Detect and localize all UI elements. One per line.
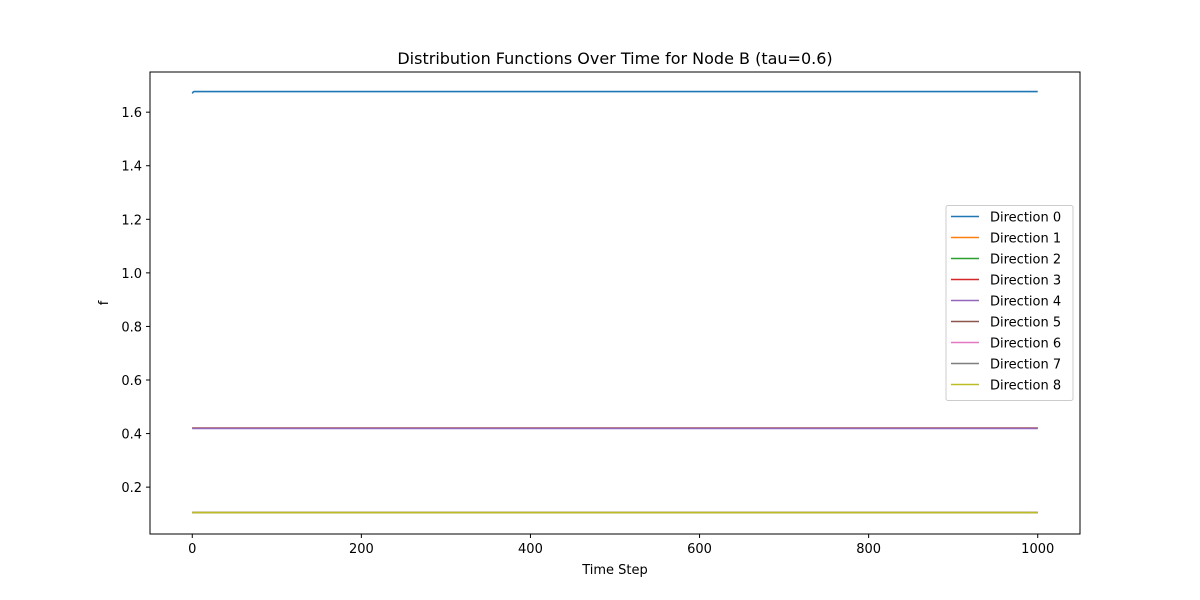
y-tick-label: 0.4: [121, 428, 142, 443]
x-tick-label: 800: [856, 542, 881, 557]
y-tick-label: 0.6: [121, 374, 142, 389]
y-tick-label: 1.0: [121, 267, 142, 282]
series-layer: [191, 90, 1038, 514]
legend-label: Direction 3: [990, 274, 1061, 289]
legend-label: Direction 2: [990, 253, 1061, 268]
legend-label: Direction 6: [990, 337, 1061, 352]
y-tick-label: 1.6: [121, 106, 142, 121]
legend: Direction 0 Direction 1 Direction 2 Directi…: [945, 205, 1074, 401]
y-tick-label: 0.8: [121, 320, 142, 335]
legend-label: Direction 8: [990, 379, 1061, 394]
y-tick-label: 0.2: [121, 481, 142, 496]
legend-label: Direction 0: [990, 211, 1061, 226]
x-tick-label: 1000: [1021, 542, 1054, 557]
legend-label: Direction 5: [990, 316, 1061, 331]
x-axis-label: Time Step: [581, 563, 648, 578]
x-tick-label: 400: [518, 542, 543, 557]
y-tick-label: 1.4: [121, 160, 142, 175]
series-line-direction-0: [191, 90, 1038, 94]
legend-label: Direction 1: [990, 232, 1061, 247]
plot-frame: [149, 71, 1081, 535]
x-tick-label: 200: [349, 542, 374, 557]
legend-box: [945, 205, 1074, 401]
legend-label: Direction 4: [990, 295, 1061, 310]
x-tick-label: 0: [188, 542, 196, 557]
legend-label: Direction 7: [990, 358, 1061, 373]
chart-title: Distribution Functions Over Time for Nod…: [397, 49, 832, 68]
x-axis: 0 200 400 600 800 1000: [188, 534, 1054, 557]
y-axis: 0.2 0.4 0.6 0.8 1.0 1.2 1.4 1.6: [121, 106, 150, 496]
x-tick-label: 600: [687, 542, 712, 557]
y-axis-label: f: [97, 300, 112, 305]
y-tick-label: 1.2: [121, 213, 142, 228]
